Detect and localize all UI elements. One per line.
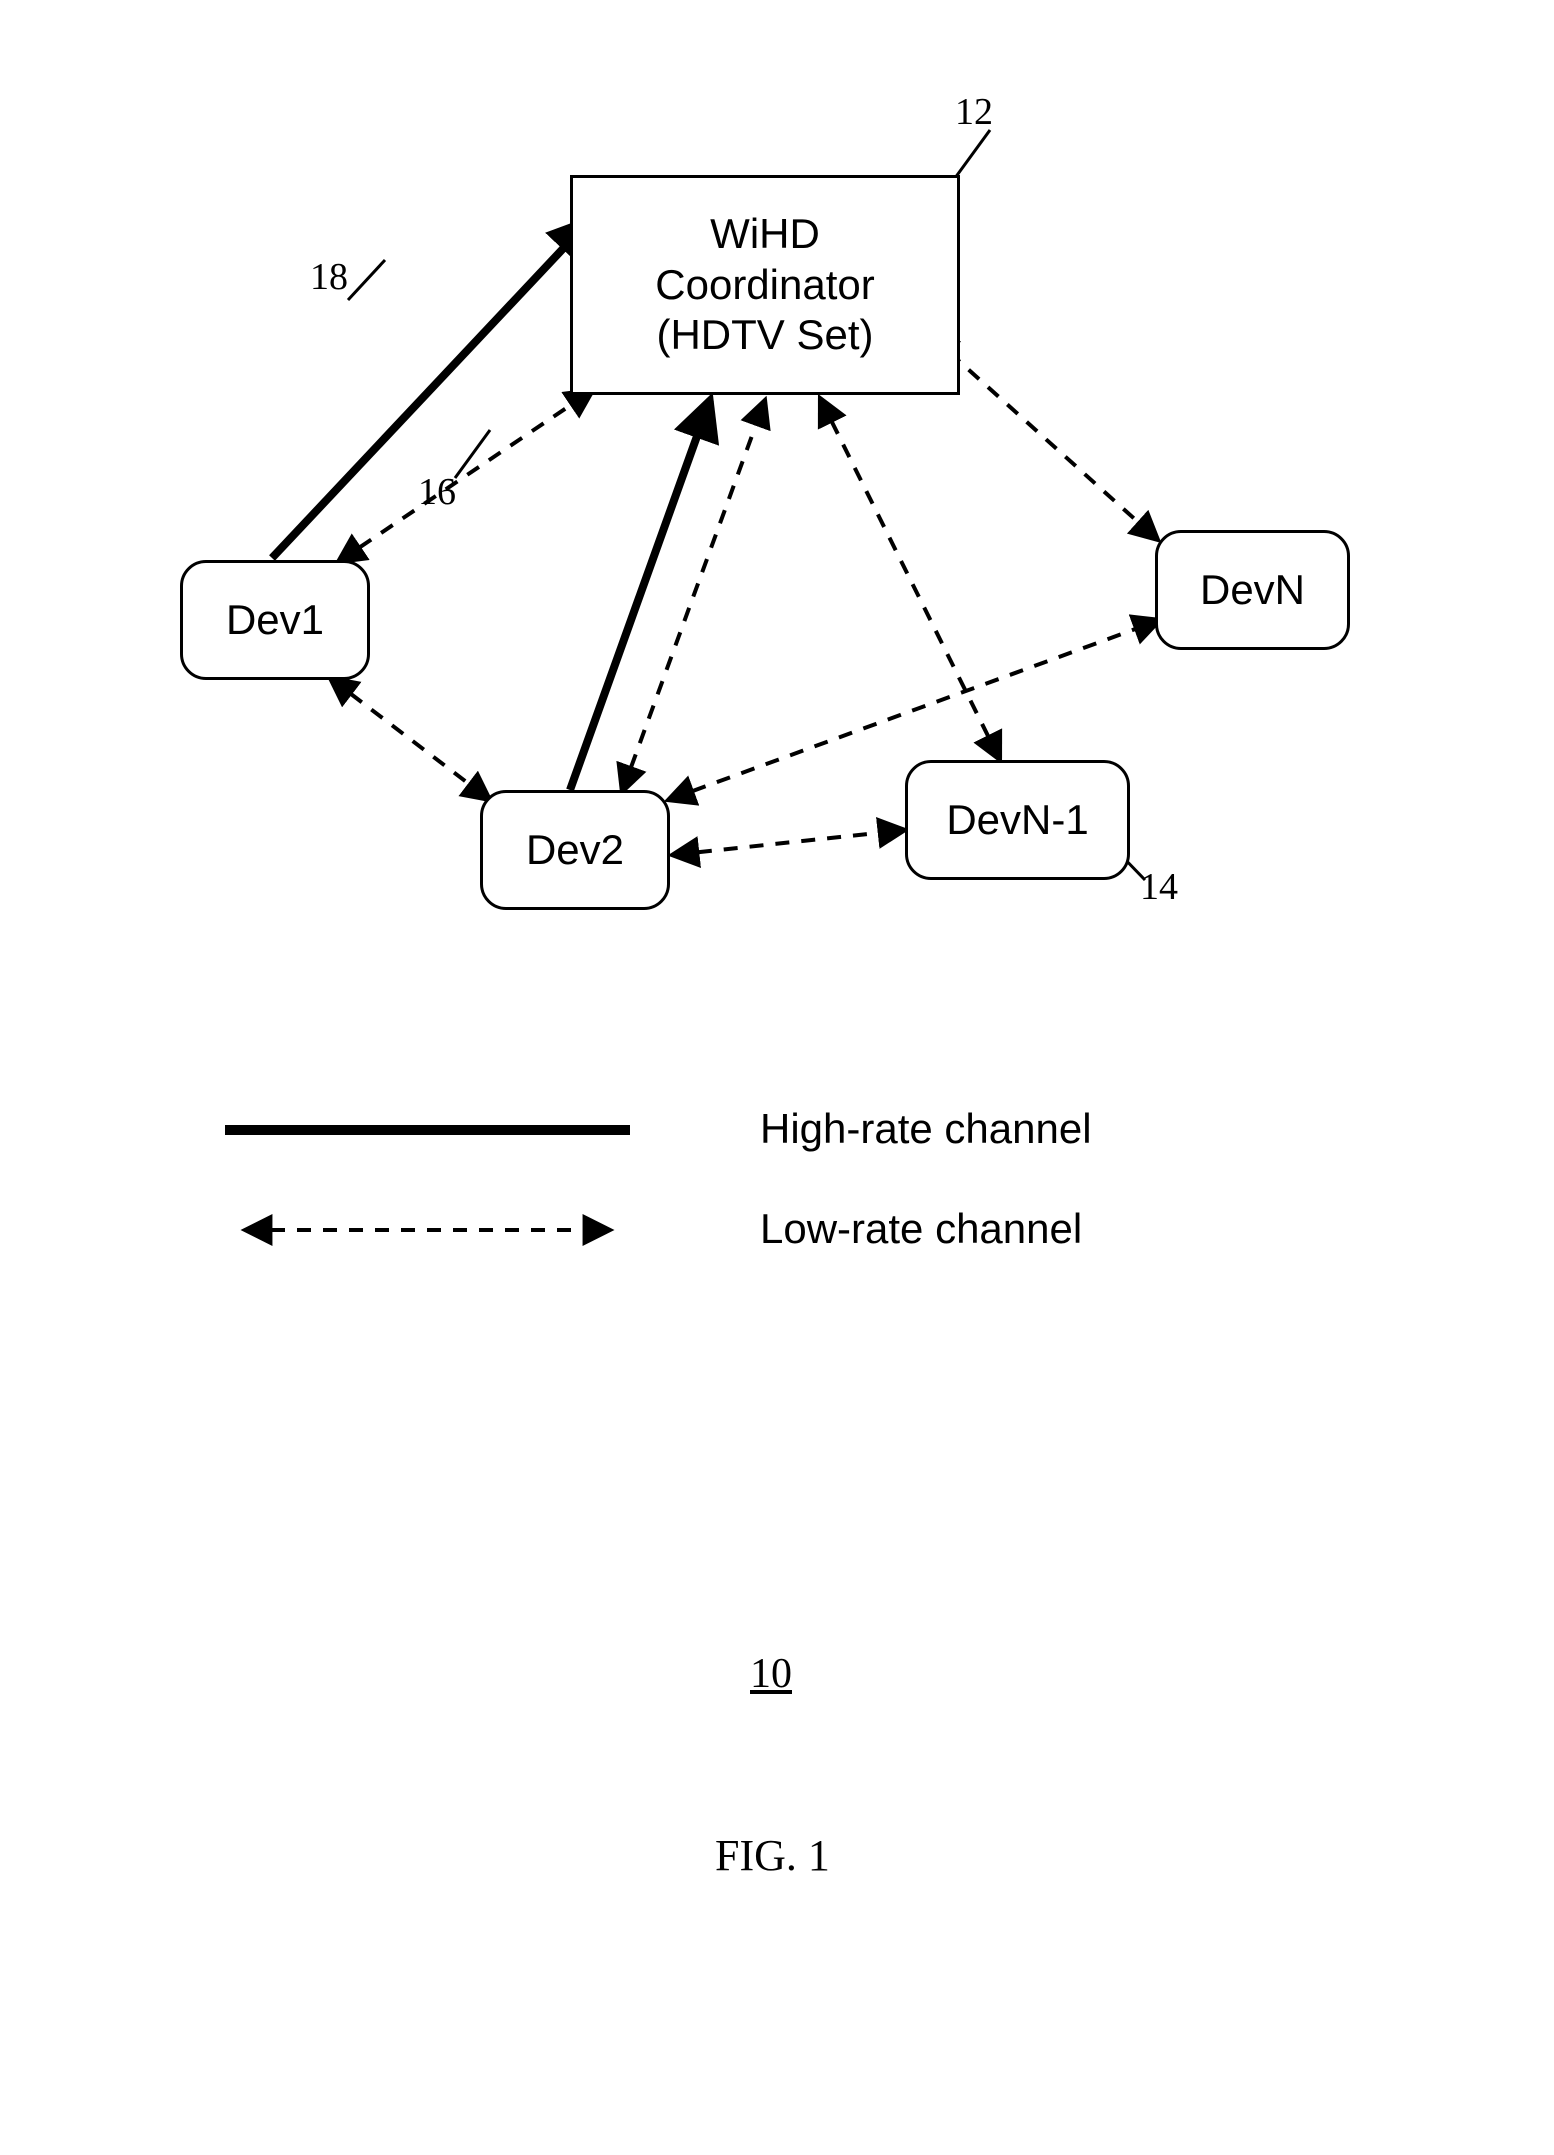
node-coordinator: WiHDCoordinator(HDTV Set)	[570, 175, 960, 395]
legend-low-label: Low-rate channel	[760, 1205, 1082, 1253]
node-dev1: Dev1	[180, 560, 370, 680]
ref-14: 14	[1140, 865, 1178, 909]
node-devN: DevN	[1155, 530, 1350, 650]
legend-lines	[225, 1130, 630, 1230]
node-dev1-label: Dev1	[226, 595, 324, 645]
node-devNm1-label: DevN-1	[946, 795, 1088, 845]
node-dev2-label: Dev2	[526, 825, 624, 875]
ref-12: 12	[955, 90, 993, 134]
node-dev2: Dev2	[480, 790, 670, 910]
node-devN-label: DevN	[1200, 565, 1305, 615]
figure-caption: FIG. 1	[715, 1830, 830, 1881]
ref-16: 16	[418, 470, 456, 514]
node-coordinator-label: WiHDCoordinator(HDTV Set)	[655, 209, 874, 360]
figure-number: 10	[750, 1650, 792, 1698]
legend-high-label: High-rate channel	[760, 1105, 1092, 1153]
ref-18: 18	[310, 255, 348, 299]
node-devNm1: DevN-1	[905, 760, 1130, 880]
